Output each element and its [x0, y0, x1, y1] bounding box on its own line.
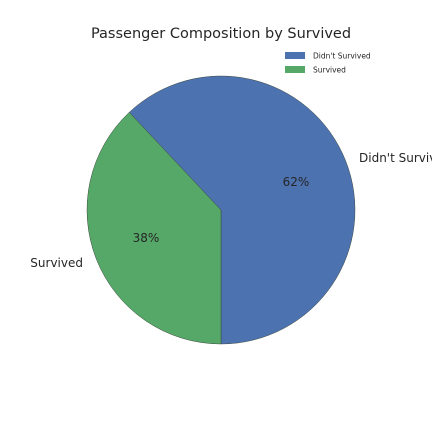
pct-label-survived: 38%: [133, 231, 160, 245]
legend-swatch-survived: [285, 66, 305, 73]
slice-didnt-survived: [128, 75, 356, 345]
legend-label-didnt-survived: Didn't Survived: [313, 52, 371, 61]
legend-swatch-didnt-survived: [285, 52, 305, 59]
slice-label-didnt-survived: Didn't Survived: [359, 151, 432, 165]
legend: Didn't Survived Survived: [285, 52, 371, 75]
pie-slices: [86, 75, 356, 345]
legend-label-survived: Survived: [313, 66, 346, 75]
chart-title: Passenger Composition by Survived: [91, 26, 351, 42]
slice-label-survived: Survived: [30, 256, 83, 270]
pct-label-didnt-survived: 62%: [283, 175, 310, 189]
slice-survived: [86, 111, 222, 345]
